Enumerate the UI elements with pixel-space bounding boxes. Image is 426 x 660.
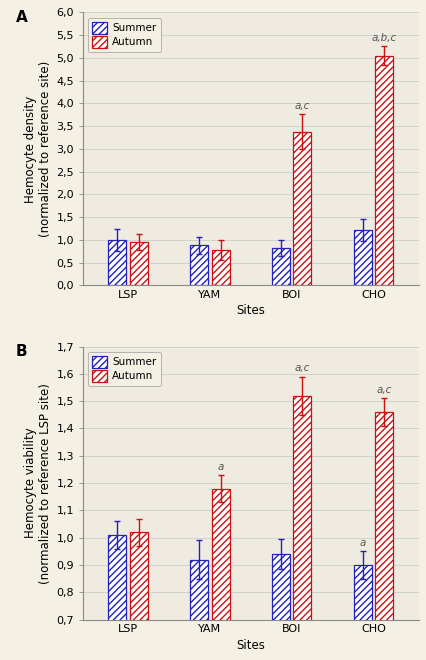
Text: a,c: a,c xyxy=(294,363,309,374)
Bar xyxy=(353,565,371,660)
Text: a,c: a,c xyxy=(294,101,309,111)
Bar xyxy=(211,488,229,660)
Bar xyxy=(271,554,290,660)
Legend: Summer, Autumn: Summer, Autumn xyxy=(88,352,160,386)
Text: B: B xyxy=(16,344,28,359)
Bar xyxy=(374,55,392,286)
Bar xyxy=(374,412,392,660)
Text: a: a xyxy=(359,538,366,548)
Bar xyxy=(190,246,208,286)
Bar xyxy=(271,248,290,286)
Text: a: a xyxy=(217,461,223,472)
Text: A: A xyxy=(16,10,28,24)
Bar xyxy=(211,250,229,286)
Bar xyxy=(130,242,147,286)
Bar xyxy=(293,395,311,660)
Bar xyxy=(108,240,126,286)
Bar xyxy=(108,535,126,660)
Bar xyxy=(190,560,208,660)
Y-axis label: Hemocyte viability
(normalized to reference LSP site): Hemocyte viability (normalized to refere… xyxy=(24,383,52,583)
Y-axis label: Hemocyte density
(normalized to reference site): Hemocyte density (normalized to referenc… xyxy=(24,61,52,237)
Bar xyxy=(293,131,311,286)
Legend: Summer, Autumn: Summer, Autumn xyxy=(88,18,160,52)
Bar xyxy=(353,230,371,286)
X-axis label: Sites: Sites xyxy=(236,304,265,317)
Text: a,b,c: a,b,c xyxy=(371,33,396,43)
X-axis label: Sites: Sites xyxy=(236,639,265,651)
Bar xyxy=(130,532,147,660)
Text: a,c: a,c xyxy=(376,385,391,395)
